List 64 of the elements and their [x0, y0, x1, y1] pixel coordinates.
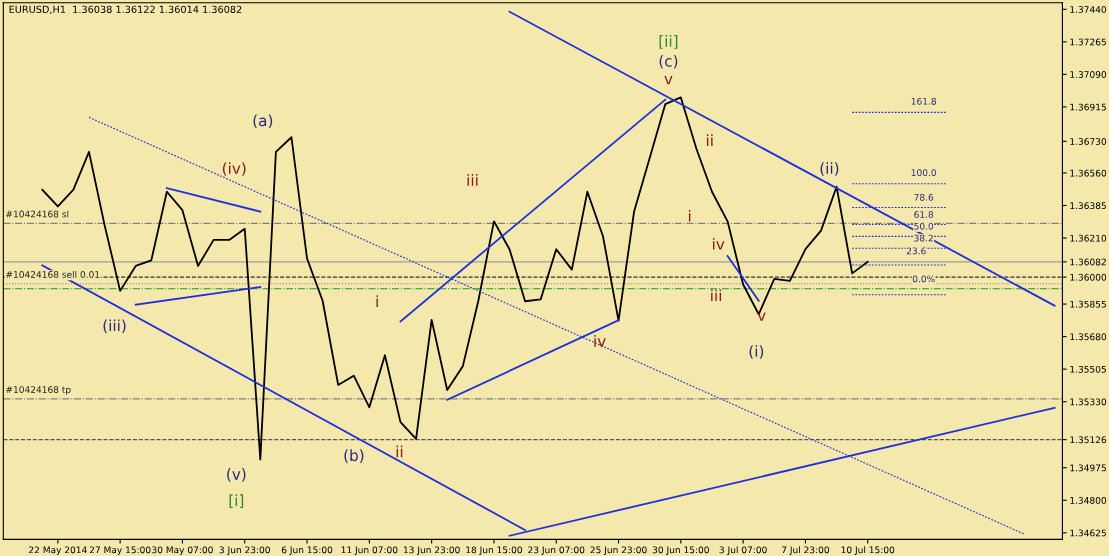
annotation: ii — [396, 445, 403, 458]
annotation: ii — [706, 134, 713, 146]
x-tick-label: 10 Jul 15:00 — [841, 546, 895, 555]
ref-line-label: #10424168 sl — [6, 210, 69, 218]
y-tick-label: 1.34625 — [1070, 529, 1106, 537]
y-tick-label: 1.34800 — [1070, 496, 1107, 504]
annotation: 0.0% — [912, 275, 935, 283]
y-tick-label: 1.34975 — [1070, 464, 1106, 472]
y-tick-label: 1.36082 — [1070, 258, 1106, 266]
y-tick-label: 1.37090 — [1070, 71, 1107, 78]
y-tick-label: 1.35505 — [1070, 365, 1106, 373]
y-tick-label: 1.36000 — [1070, 273, 1107, 281]
annotation: [i] — [229, 494, 244, 508]
chart-title: EURUSD,H1 1.36038 1.36122 1.36014 1.36082 — [9, 5, 242, 14]
y-tick-label: 1.36730 — [1070, 138, 1107, 145]
x-tick-label: 3 Jun 23:00 — [219, 546, 270, 555]
annotation: v — [664, 75, 673, 85]
ref-line-label: #10424168 tp — [6, 386, 71, 395]
y-tick-label: 1.35680 — [1070, 333, 1107, 341]
annotation: (iv) — [222, 162, 246, 176]
x-tick-label: 23 Jun 07:00 — [528, 546, 585, 555]
y-tick-label: 1.35126 — [1070, 436, 1107, 444]
x-tick-label: 3 Jul 07:00 — [719, 546, 767, 555]
y-tick-label: 1.36385 — [1070, 202, 1106, 210]
x-tick-label: 11 Jun 07:00 — [341, 546, 398, 555]
annotation: (iii) — [103, 319, 126, 334]
annotation: 23.6 — [906, 247, 926, 255]
y-tick-label: 1.35330 — [1070, 398, 1107, 406]
y-tick-label: 1.35855 — [1070, 300, 1106, 308]
x-tick-label: 7 Jul 23:00 — [781, 546, 830, 555]
ref-line-label: #10424168 sell 0.01 — [6, 270, 100, 278]
annotation: 100.0 — [911, 169, 936, 177]
annotation: 61.8 — [914, 211, 934, 218]
x-tick-label: 6 Jun 15:00 — [281, 546, 333, 555]
annotation: [ii] — [659, 35, 678, 49]
annotation: 38.2 — [914, 234, 933, 242]
x-tick-label: 30 May 07:00 — [152, 546, 213, 555]
y-tick-label: 1.37440 — [1070, 6, 1107, 13]
annotation: (v) — [227, 468, 246, 482]
annotation: i — [688, 210, 691, 222]
annotation: (a) — [253, 114, 273, 129]
annotation: iii — [467, 174, 478, 186]
x-tick-label: 30 Jun 15:00 — [652, 546, 709, 555]
annotation: v — [757, 312, 766, 321]
annotation: 78.6 — [914, 193, 934, 201]
y-tick-label: 1.36560 — [1070, 169, 1107, 177]
y-tick-label: 1.37265 — [1070, 38, 1106, 46]
annotation: (b) — [344, 449, 364, 463]
annotation: 50.0 — [914, 222, 934, 230]
x-tick-label: 22 May 2014 — [29, 546, 87, 555]
annotation: iv — [713, 237, 725, 250]
annotation: iii — [711, 289, 722, 302]
x-tick-label: 25 Jun 23:00 — [590, 546, 647, 555]
annotation: iv — [594, 335, 606, 347]
annotation: (c) — [659, 54, 678, 69]
x-tick-label: 13 Jun 23:00 — [403, 546, 460, 555]
annotation: 161.8 — [911, 97, 936, 105]
x-tick-label: 27 May 15:00 — [89, 546, 151, 555]
x-tick-label: 18 Jun 15:00 — [466, 546, 523, 555]
y-tick-label: 1.36915 — [1070, 103, 1106, 111]
annotation: (ii) — [820, 162, 839, 176]
y-tick-label: 1.36210 — [1070, 234, 1107, 242]
annotation: (i) — [749, 345, 764, 359]
annotation: i — [376, 295, 378, 307]
